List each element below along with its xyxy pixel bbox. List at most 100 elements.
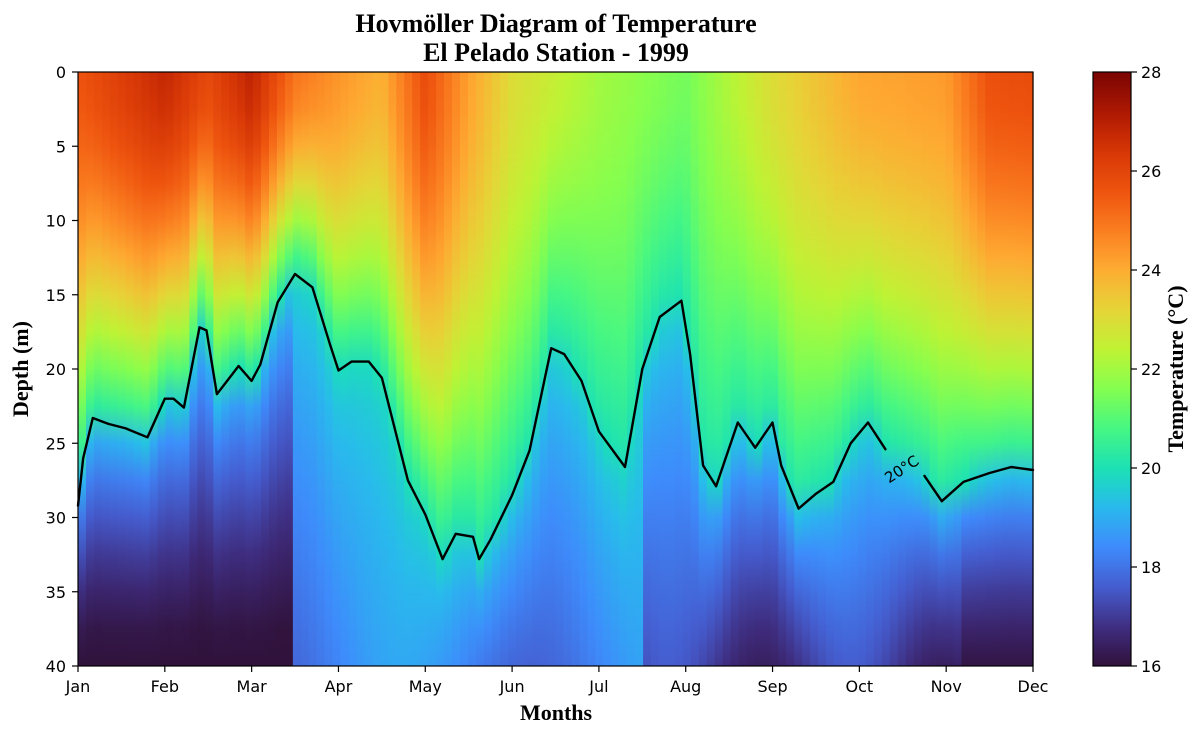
heatmap-strip [499,72,509,666]
heatmap-strip [1025,72,1034,666]
heatmap-strip [467,72,477,666]
colorbar-tick-label: 18 [1141,558,1161,577]
heatmap-strip [722,72,732,666]
heatmap-strip [475,72,485,666]
chart-title: Hovmöller Diagram of Temperature [355,9,756,38]
y-tick-label: 0 [56,63,66,82]
heatmap-strip [555,72,565,666]
heatmap-strip [308,72,318,666]
heatmap-strip [269,72,278,666]
x-tick-label: Mar [237,677,268,696]
heatmap-strip [491,72,501,666]
heatmap-strip [913,72,923,666]
heatmap-strip [905,72,915,666]
heatmap-strip [1017,72,1026,666]
x-tick-label: Feb [151,677,179,696]
y-axis: 0 5 10 15 20 25 30 35 40 [46,63,78,676]
heatmap-strip [1009,72,1018,666]
heatmap-strip [356,72,366,666]
x-axis: Jan Feb Mar Apr May Jun Jul Aug Sep Oct Nov Dec [65,666,1049,696]
heatmap-strip [428,72,437,666]
y-axis-label: Depth (m) [8,321,33,417]
heatmap-strip [802,72,811,666]
heatmap-strip [658,72,668,666]
heatmap-strip [778,72,787,666]
heatmap-strip [563,72,573,666]
y-tick-label: 40 [46,657,66,676]
heatmap-strip [889,72,899,666]
heatmap-strip [372,72,382,666]
heatmap-strip [340,72,350,666]
heatmap-strip [125,72,135,666]
heatmap-strip [961,72,970,666]
heatmap-strip [141,72,151,666]
heatmap-strip [619,72,628,666]
heatmap-strip [189,72,198,666]
heatmap-strip [969,72,978,666]
heatmap-strip [635,72,644,666]
heatmap-strip [117,72,127,666]
heatmap-strip [857,72,867,666]
x-tick-label: Jul [588,677,608,696]
heatmap-strip [929,72,939,666]
x-axis-label: Months [520,700,593,725]
heatmap-strip [157,72,167,666]
heatmap-strip [706,72,716,666]
heatmap-strip [396,72,405,666]
heatmap-strip [897,72,907,666]
heatmap-strip [404,72,413,666]
heatmap-strip [682,72,692,666]
heatmap-strip [316,72,326,666]
heatmap-strip [953,72,962,666]
heatmap-strip [810,72,819,666]
heatmap-strip [690,72,700,666]
heatmap-strip [754,72,764,666]
y-tick-label: 35 [46,583,66,602]
y-tick-label: 20 [46,360,66,379]
x-tick-label: Dec [1018,677,1049,696]
colorbar-gradient [1092,71,1132,667]
heatmap-strip [181,72,191,666]
heatmap-strip [460,72,469,666]
heatmap-strip [507,72,517,666]
heatmap-strip [133,72,143,666]
heatmap-strip [93,72,103,666]
heatmap-strip [412,72,421,666]
heatmap-strip [205,72,214,666]
heatmap-strip [818,72,827,666]
heatmap-strip [698,72,708,666]
heatmap-strip [85,72,95,666]
x-tick-label: Aug [670,677,701,696]
colorbar-label: Temperature (°C) [1163,285,1188,452]
x-tick-label: Apr [325,677,353,696]
heatmap-strip [849,72,859,666]
x-tick-label: Jun [499,677,525,696]
heatmap-strip [643,72,652,666]
heatmap [78,72,1034,666]
heatmap-strip [826,72,835,666]
heatmap-strip [587,72,596,666]
heatmap-strip [730,72,740,666]
chart-subtitle: El Pelado Station - 1999 [423,38,689,67]
heatmap-strip [993,72,1002,666]
heatmap-strip [245,72,254,666]
heatmap-strip [101,72,111,666]
heatmap-strip [388,72,397,666]
heatmap-strip [738,72,748,666]
heatmap-strip [595,72,604,666]
heatmap-strip [436,72,445,666]
heatmap-strip [611,72,620,666]
heatmap-strip [292,72,302,666]
heatmap-strip [985,72,994,666]
colorbar-tick-label: 16 [1141,657,1161,676]
heatmap-strip [1001,72,1010,666]
heatmap-strip [523,72,533,666]
heatmap-strip [603,72,612,666]
colorbar-tick-label: 20 [1141,459,1161,478]
heatmap-strip [452,72,461,666]
x-tick-label: May [409,677,442,696]
heatmap-strip [794,72,803,666]
y-tick-label: 30 [46,509,66,528]
heatmap-strip [261,72,270,666]
